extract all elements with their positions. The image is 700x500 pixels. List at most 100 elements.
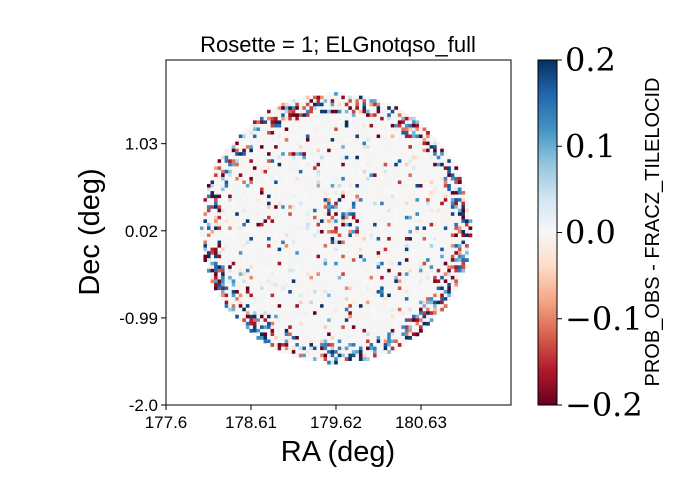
heatmap-cell <box>235 180 240 185</box>
heatmap-cell <box>394 138 399 142</box>
heatmap-cell <box>351 258 356 263</box>
heatmap-cell <box>206 205 211 209</box>
heatmap-cell <box>369 244 374 248</box>
heatmap-cell <box>397 335 402 340</box>
heatmap-cell <box>341 120 346 125</box>
heatmap-cell <box>376 123 381 128</box>
heatmap-cell <box>433 159 437 164</box>
heatmap-cell <box>309 194 314 199</box>
heatmap-cell <box>288 212 293 217</box>
heatmap-cell <box>302 339 307 344</box>
heatmap-cell <box>415 279 420 284</box>
heatmap-cell <box>397 219 402 224</box>
heatmap-cell <box>305 222 310 227</box>
heatmap-cell <box>206 201 211 206</box>
heatmap-cell <box>447 219 452 224</box>
heatmap-cell <box>327 162 331 167</box>
heatmap-cell <box>199 233 204 238</box>
heatmap-cell <box>461 194 466 199</box>
heatmap-cell <box>238 222 243 227</box>
heatmap-cell <box>221 198 225 202</box>
heatmap-cell <box>277 138 282 142</box>
heatmap-cell <box>387 226 391 231</box>
heatmap-cell <box>401 261 406 266</box>
heatmap-cell <box>330 180 335 185</box>
heatmap-cell <box>404 275 409 280</box>
heatmap-cell <box>404 286 409 291</box>
heatmap-cell <box>362 275 367 280</box>
heatmap-cell <box>270 339 275 344</box>
heatmap-cell <box>337 272 342 277</box>
heatmap-cell <box>259 254 264 259</box>
heatmap-cell <box>305 293 310 298</box>
heatmap-cell <box>281 148 285 153</box>
heatmap-cell <box>355 201 360 206</box>
heatmap-cell <box>263 166 268 171</box>
heatmap-cell <box>256 194 261 199</box>
heatmap-cell <box>270 169 275 174</box>
heatmap-cell <box>284 208 289 213</box>
heatmap-cell <box>214 169 218 174</box>
heatmap-cell <box>380 184 384 188</box>
heatmap-cell <box>422 127 427 132</box>
heatmap-cell <box>429 201 434 206</box>
heatmap-cell <box>295 173 300 178</box>
heatmap-cell <box>369 314 374 319</box>
heatmap-cell <box>221 191 225 195</box>
heatmap-cell <box>231 208 236 213</box>
heatmap-cell <box>341 275 346 280</box>
heatmap-cell <box>274 343 278 347</box>
heatmap-cell <box>351 272 356 277</box>
heatmap-cell <box>376 159 381 164</box>
heatmap-cell <box>309 233 314 238</box>
heatmap-cell <box>334 304 338 308</box>
heatmap-cell <box>288 120 293 125</box>
heatmap-cell <box>327 258 331 263</box>
heatmap-cell <box>231 304 236 308</box>
heatmap-cell <box>263 290 268 294</box>
heatmap-cell <box>440 184 445 188</box>
heatmap-cell <box>263 311 268 316</box>
heatmap-cell <box>426 254 430 259</box>
heatmap-cell <box>422 237 427 241</box>
heatmap-cell <box>298 219 303 224</box>
heatmap-cell <box>256 229 261 234</box>
heatmap-cell <box>355 145 360 149</box>
heatmap-cell <box>316 282 321 287</box>
heatmap-cell <box>344 346 349 351</box>
heatmap-cell <box>397 325 402 330</box>
heatmap-cell <box>433 311 437 316</box>
heatmap-cell <box>245 138 250 142</box>
heatmap-cell <box>203 251 208 255</box>
heatmap-cell <box>426 141 430 146</box>
heatmap-cell <box>408 162 413 167</box>
heatmap-cell <box>284 265 289 270</box>
heatmap-cell <box>415 191 420 195</box>
heatmap-cell <box>231 159 236 164</box>
heatmap-cell <box>436 187 441 192</box>
heatmap-cell <box>387 155 391 160</box>
heatmap-cell <box>362 134 367 139</box>
heatmap-cell <box>408 328 413 333</box>
heatmap-cell <box>263 321 268 326</box>
heatmap-cell <box>394 159 399 164</box>
heatmap-cell <box>270 194 275 199</box>
heatmap-cell <box>281 141 285 146</box>
heatmap-cell <box>440 233 445 238</box>
heatmap-cell <box>217 233 222 238</box>
heatmap-cell <box>426 205 430 209</box>
heatmap-cell <box>270 176 275 181</box>
heatmap-cell <box>327 335 331 340</box>
heatmap-cell <box>221 184 225 188</box>
heatmap-cell <box>330 237 335 241</box>
heatmap-cell <box>461 237 466 241</box>
heatmap-cell <box>358 328 363 333</box>
heatmap-cell <box>288 343 293 347</box>
heatmap-cell <box>348 343 353 347</box>
heatmap-cell <box>362 152 367 156</box>
heatmap-cell <box>351 290 356 294</box>
heatmap-cell <box>447 208 452 213</box>
heatmap-cell <box>373 332 377 337</box>
heatmap-cell <box>277 148 282 153</box>
heatmap-cell <box>203 222 208 227</box>
